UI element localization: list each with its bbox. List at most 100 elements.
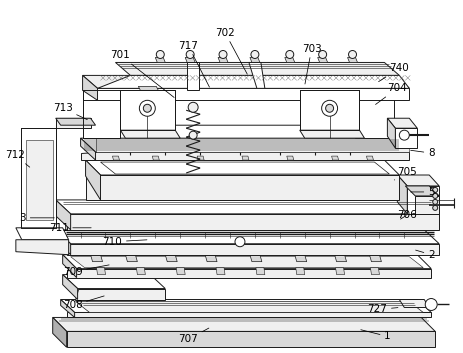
Text: 704: 704 <box>375 83 407 104</box>
Text: 5: 5 <box>411 187 434 197</box>
Polygon shape <box>56 230 439 244</box>
Circle shape <box>325 104 334 112</box>
Text: 712: 712 <box>5 150 30 167</box>
Circle shape <box>433 193 438 198</box>
Polygon shape <box>56 200 71 230</box>
Text: 706: 706 <box>397 210 417 220</box>
Polygon shape <box>348 58 357 62</box>
Polygon shape <box>276 155 286 160</box>
Text: 8: 8 <box>411 148 434 158</box>
Circle shape <box>425 299 437 311</box>
Polygon shape <box>81 125 409 138</box>
Polygon shape <box>82 76 98 100</box>
Text: 717: 717 <box>178 41 209 87</box>
Polygon shape <box>63 255 76 277</box>
Polygon shape <box>53 317 67 347</box>
Polygon shape <box>287 156 294 160</box>
Polygon shape <box>82 88 409 100</box>
Text: 1: 1 <box>361 330 391 341</box>
Polygon shape <box>236 155 246 160</box>
Polygon shape <box>56 118 95 125</box>
Polygon shape <box>56 118 91 128</box>
Polygon shape <box>63 255 431 269</box>
Polygon shape <box>311 155 321 160</box>
Polygon shape <box>67 244 439 255</box>
Text: 711: 711 <box>49 223 91 233</box>
Polygon shape <box>249 62 265 88</box>
Polygon shape <box>216 268 225 275</box>
Circle shape <box>251 50 259 59</box>
Polygon shape <box>21 128 56 228</box>
Polygon shape <box>395 128 417 148</box>
Polygon shape <box>165 255 177 262</box>
Circle shape <box>322 100 338 116</box>
Text: 2: 2 <box>416 250 434 260</box>
Polygon shape <box>86 160 399 175</box>
Polygon shape <box>82 90 120 138</box>
Polygon shape <box>388 118 395 148</box>
Polygon shape <box>300 90 359 130</box>
Polygon shape <box>71 257 423 268</box>
Circle shape <box>144 104 151 112</box>
Polygon shape <box>399 299 429 307</box>
Polygon shape <box>67 312 431 317</box>
Circle shape <box>188 102 198 112</box>
Polygon shape <box>318 58 328 62</box>
Text: 713: 713 <box>53 103 88 120</box>
Polygon shape <box>296 268 305 275</box>
Circle shape <box>156 50 164 59</box>
Polygon shape <box>256 268 265 275</box>
Polygon shape <box>138 86 158 90</box>
Polygon shape <box>405 186 439 196</box>
Polygon shape <box>120 130 180 138</box>
Polygon shape <box>300 130 364 138</box>
Polygon shape <box>16 240 69 255</box>
Polygon shape <box>16 228 69 240</box>
Circle shape <box>433 205 438 210</box>
Text: 702: 702 <box>215 28 247 74</box>
Circle shape <box>189 131 197 139</box>
Polygon shape <box>197 156 204 160</box>
Polygon shape <box>295 255 307 262</box>
Circle shape <box>349 50 357 59</box>
Polygon shape <box>161 155 171 160</box>
Polygon shape <box>370 268 379 275</box>
Text: 708: 708 <box>63 296 104 311</box>
Polygon shape <box>285 58 295 62</box>
Text: 701: 701 <box>111 50 174 97</box>
Polygon shape <box>397 175 439 186</box>
Text: 710: 710 <box>103 237 147 247</box>
Polygon shape <box>176 268 185 275</box>
Polygon shape <box>345 155 356 160</box>
Circle shape <box>286 50 294 59</box>
Text: 705: 705 <box>394 167 417 180</box>
Circle shape <box>219 50 227 59</box>
Polygon shape <box>56 200 439 214</box>
Polygon shape <box>86 175 399 200</box>
Polygon shape <box>397 175 407 214</box>
Polygon shape <box>67 269 431 277</box>
Polygon shape <box>91 255 102 262</box>
Polygon shape <box>67 214 439 230</box>
Circle shape <box>319 50 326 59</box>
Circle shape <box>235 237 245 247</box>
Polygon shape <box>250 58 260 62</box>
Circle shape <box>186 50 194 59</box>
Polygon shape <box>242 156 249 160</box>
Polygon shape <box>98 76 409 88</box>
Polygon shape <box>100 162 389 174</box>
Circle shape <box>399 130 409 140</box>
Polygon shape <box>185 58 195 62</box>
Polygon shape <box>187 62 199 90</box>
Polygon shape <box>250 255 262 262</box>
Polygon shape <box>75 288 165 299</box>
Polygon shape <box>81 138 95 160</box>
Polygon shape <box>336 268 344 275</box>
Polygon shape <box>61 299 75 317</box>
Polygon shape <box>81 152 409 160</box>
Text: 709: 709 <box>63 265 109 277</box>
Polygon shape <box>155 58 165 62</box>
Polygon shape <box>82 76 409 88</box>
Circle shape <box>139 100 155 116</box>
Polygon shape <box>115 62 399 76</box>
